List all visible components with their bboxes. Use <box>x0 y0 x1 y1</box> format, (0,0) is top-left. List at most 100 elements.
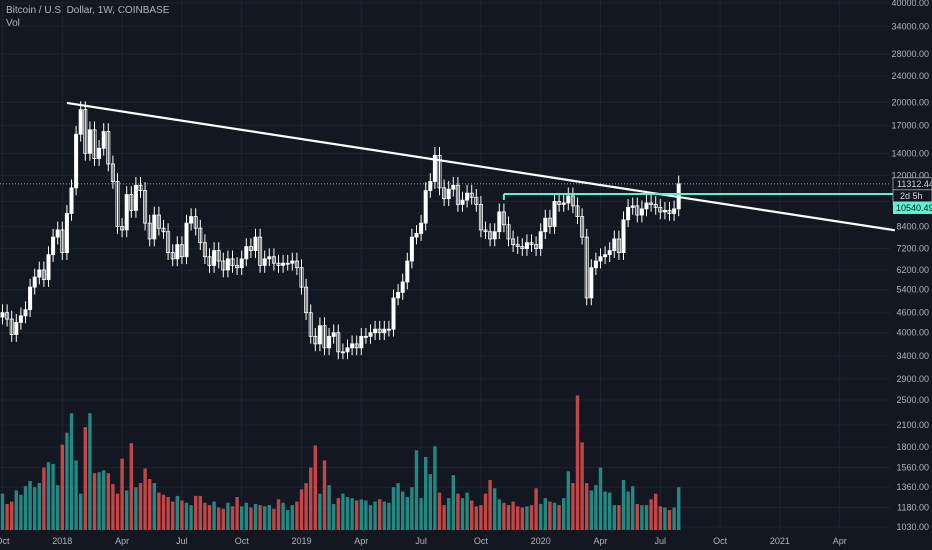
volume-bar <box>184 502 189 530</box>
volume-bar <box>281 502 285 530</box>
volume-bar <box>626 491 630 530</box>
volume-bar <box>244 502 248 530</box>
candle-body <box>23 309 28 317</box>
time-axis-label: Oct <box>235 536 250 546</box>
candle-body <box>138 184 143 191</box>
candle-body <box>18 315 23 323</box>
candle-body <box>363 335 368 338</box>
candle-body <box>253 236 258 251</box>
candle-body <box>285 262 290 265</box>
candle-body <box>580 216 585 238</box>
volume-bar <box>115 493 120 530</box>
candle-body <box>32 276 37 288</box>
candle-body <box>547 217 552 227</box>
volume-bar <box>359 499 363 530</box>
volume-bar <box>272 508 276 530</box>
volume-bar <box>198 495 202 530</box>
candle-body <box>626 206 631 221</box>
candle-body <box>308 312 313 337</box>
candle-body <box>120 226 125 231</box>
volume-bar <box>304 483 308 530</box>
candle-body <box>331 332 336 337</box>
candle-body <box>170 252 175 260</box>
volume-bar <box>345 497 350 530</box>
volume-bar <box>470 500 474 530</box>
time-axis-label: Apr <box>354 536 368 546</box>
volume-bar <box>125 490 129 530</box>
candle-body <box>520 246 525 249</box>
time-axis-label: Oct <box>713 536 728 546</box>
candle-body <box>322 325 327 349</box>
candle-body <box>359 335 364 349</box>
volume-bar <box>129 443 133 530</box>
candle-body <box>28 286 33 311</box>
candle-body <box>97 147 102 159</box>
candle-body <box>501 211 506 226</box>
volume-bar <box>488 480 492 530</box>
volume-bar <box>405 497 409 530</box>
candle-body <box>607 250 612 256</box>
volume-bar <box>557 505 561 530</box>
candle-body <box>69 187 74 214</box>
candle-body <box>299 267 304 288</box>
time-axis-label: 2018 <box>52 536 72 546</box>
time-axis-label: Apr <box>115 536 129 546</box>
volume-bar <box>562 498 566 530</box>
candle-body <box>37 269 42 278</box>
candle-body <box>350 343 355 349</box>
candle-body <box>460 199 465 205</box>
volume-bar <box>658 506 662 530</box>
candle-body <box>511 238 516 246</box>
volume-bar <box>451 475 455 530</box>
candle-body <box>621 219 626 253</box>
price-axis-label: 20000.00 <box>891 97 929 107</box>
time-axis-label: Oct <box>0 536 10 546</box>
volume-bar <box>529 505 534 530</box>
volume-bar <box>161 494 166 530</box>
price-axis-label: 1560.00 <box>896 463 929 473</box>
candle-body <box>391 297 396 330</box>
candle-body <box>340 351 345 354</box>
price-axis-label: 2100.00 <box>896 420 929 430</box>
candle-body <box>575 205 580 217</box>
candle-body <box>377 328 382 334</box>
volume-bar <box>350 498 354 530</box>
volume-bar <box>364 500 368 530</box>
candle-body <box>202 242 207 258</box>
volume-bar <box>539 503 543 530</box>
volume-bar <box>207 505 212 530</box>
volume-bar <box>667 509 672 530</box>
candle-body <box>313 335 318 345</box>
last-price-value: 11312.44 <box>897 179 932 189</box>
volume-bar <box>120 458 124 530</box>
volume-bar <box>33 487 37 530</box>
candle-body <box>409 236 414 262</box>
candle-body <box>612 238 617 251</box>
volume-bar <box>295 501 299 530</box>
volume-bar <box>571 483 575 530</box>
price-axis-label: 1360.00 <box>896 482 929 492</box>
volume-bar <box>336 498 340 530</box>
volume-bar <box>424 456 428 530</box>
volume-bar <box>97 472 101 530</box>
volume-bar <box>649 499 653 530</box>
volume-bar <box>60 444 64 530</box>
volume-bar <box>267 505 271 530</box>
candle-body <box>304 286 309 314</box>
candle-body <box>616 238 621 253</box>
candle-body <box>198 227 203 244</box>
volume-bar <box>608 492 612 530</box>
price-axis-label: 17000.00 <box>891 121 929 131</box>
volume-bar <box>28 481 32 530</box>
volume-bar <box>5 503 9 530</box>
candle-body <box>593 260 598 269</box>
candle-body <box>405 260 410 283</box>
volume-bar <box>221 508 225 530</box>
candle-body <box>373 328 378 334</box>
volume-bar <box>175 495 179 530</box>
volume-bar <box>612 505 616 530</box>
candle-body <box>506 224 511 240</box>
candle-body <box>566 195 571 204</box>
candle-body <box>428 181 433 191</box>
